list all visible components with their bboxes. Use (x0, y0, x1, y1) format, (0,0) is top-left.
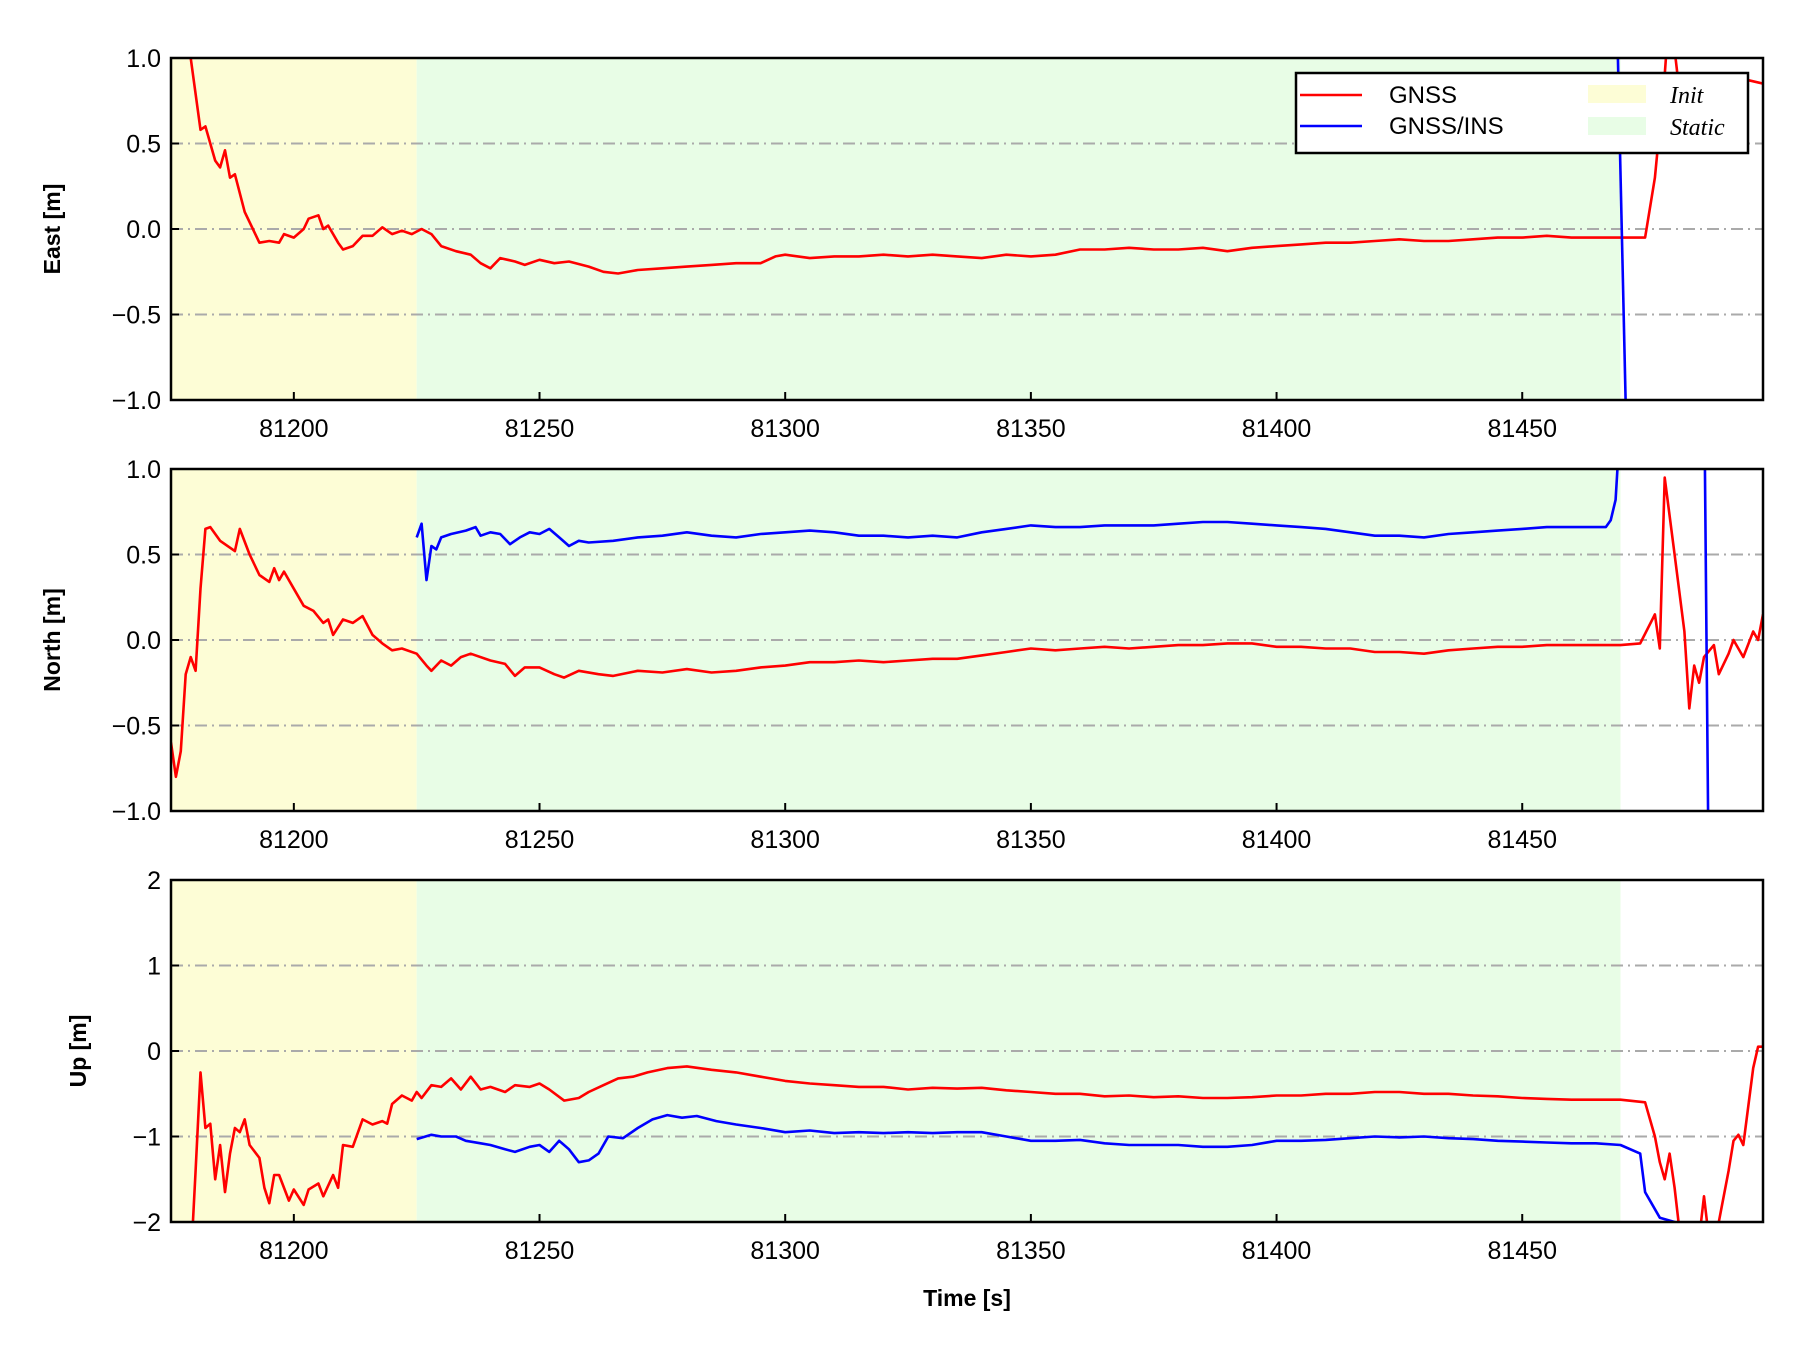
y-tick-label: 1.0 (126, 456, 161, 484)
x-tick-label: 81350 (996, 415, 1066, 443)
y-tick-label: 0.5 (126, 131, 161, 159)
y-tick-label: 0.5 (126, 542, 161, 570)
x-tick-label: 81400 (1242, 1237, 1312, 1265)
legend-init-label: Init (1669, 83, 1705, 109)
y-tick-label: −1.0 (112, 387, 161, 415)
series-gnss (171, 476, 1763, 779)
legend-static-swatch (1588, 117, 1646, 135)
x-tick-label: 81200 (259, 415, 329, 443)
x-tick-label: 81250 (505, 415, 575, 443)
series-gnss-ins (415, 469, 1710, 811)
legend-init-swatch (1588, 85, 1646, 103)
legend-box (1294, 71, 1750, 155)
y-axis-label: Up [m] (65, 1015, 91, 1088)
x-tick-label: 81400 (1242, 826, 1312, 854)
legend-gnss-label: GNSS (1389, 82, 1457, 109)
axes-frame (169, 56, 1765, 402)
x-tick-label: 81400 (1242, 415, 1312, 443)
y-tick-label: 1.0 (126, 45, 161, 73)
y-tick-label: 2 (147, 867, 161, 895)
y-tick-label: −1.0 (112, 798, 161, 826)
x-tick-label: 81250 (505, 1237, 575, 1265)
x-tick-label: 81350 (996, 1237, 1066, 1265)
x-tick-label: 81300 (750, 415, 820, 443)
legend: GNSS GNSS/INS Init Static (1294, 71, 1750, 155)
legend-gnss-ins-label: GNSS/INS (1389, 113, 1504, 140)
axes-frame (169, 878, 1765, 1224)
y-axis-label: North [m] (39, 588, 65, 691)
y-tick-label: −2 (132, 1209, 161, 1237)
y-tick-label: −0.5 (112, 713, 161, 741)
panel-up: −2 −1 0 1 2 81200 81250 81300 81350 81400 81450 Up … (65, 867, 1765, 1265)
y-tick-label: 0.0 (126, 627, 161, 655)
series-gnss (191, 1045, 1763, 1222)
y-tick-label: −1 (132, 1124, 161, 1152)
x-tick-label: 81200 (259, 826, 329, 854)
series-gnss (189, 58, 1763, 275)
x-tick-label: 81250 (505, 826, 575, 854)
x-tick-label: 81450 (1487, 415, 1557, 443)
axes-frame (169, 467, 1765, 813)
x-tick-label: 81350 (996, 826, 1066, 854)
y-axis-label: East [m] (39, 184, 65, 275)
panel-north: −1.0 −0.5 0.0 0.5 1.0 81200 81250 81300 81350 814… (39, 456, 1765, 854)
y-tick-label: 0.0 (126, 216, 161, 244)
x-tick-label: 81200 (259, 1237, 329, 1265)
series-gnss-ins (1616, 58, 1627, 400)
legend-static-label: Static (1670, 115, 1725, 141)
y-tick-label: 0 (147, 1038, 161, 1066)
x-tick-label: 81300 (750, 826, 820, 854)
x-tick-label: 81450 (1487, 1237, 1557, 1265)
x-tick-label: 81450 (1487, 826, 1557, 854)
x-axis-label: Time [s] (923, 1285, 1011, 1311)
y-tick-label: −0.5 (112, 302, 161, 330)
series-gnss-ins (416, 1113, 1676, 1222)
y-tick-label: 1 (147, 953, 161, 981)
x-tick-label: 81300 (750, 1237, 820, 1265)
